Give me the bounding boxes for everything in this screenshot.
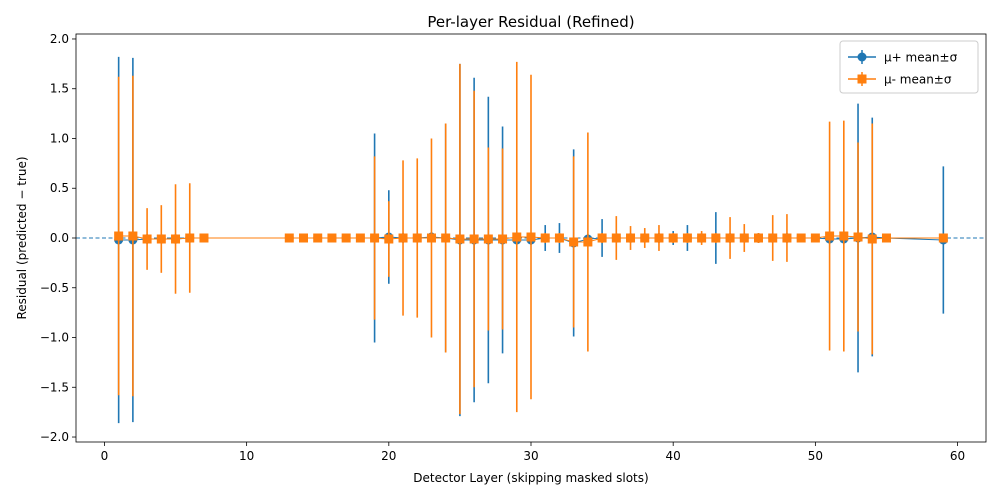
legend-marker [857,52,867,62]
data-point [796,233,806,243]
plot-frame [75,33,987,443]
data-point [697,233,707,243]
x-tick-label: 50 [808,449,823,463]
data-point [114,231,124,241]
x-tick-label: 40 [666,449,681,463]
data-point [341,233,351,243]
data-point [469,234,479,244]
data-point [370,233,380,243]
legend-label: μ- mean±σ [884,73,952,87]
data-point [284,233,294,243]
legend-frame [839,40,979,94]
data-point [156,234,166,244]
data-point [142,234,152,244]
data-point [583,237,593,247]
data-point [611,233,621,243]
y-tick-label: −1.5 [40,380,69,394]
data-point [597,233,607,243]
data-point [512,232,522,242]
series-2 [114,61,948,415]
data-point [199,233,209,243]
y-tick-label: −0.5 [40,281,69,295]
data-point [725,233,735,243]
data-point [299,233,308,243]
y-tick-label: 2.0 [50,32,69,46]
data-point [128,231,138,241]
data-point [626,233,636,243]
x-axis-label: Detector Layer (skipping masked slots) [413,471,648,485]
data-point [640,233,650,243]
legend-label: μ+ mean±σ [884,51,958,65]
y-tick-label: −2.0 [40,430,69,444]
data-point [654,233,664,243]
data-point [398,233,408,243]
x-tick-label: 60 [950,449,965,463]
data-point [867,234,877,244]
legend-marker [857,74,867,84]
data-point [412,233,422,243]
data-point [355,233,365,243]
data-point [455,234,465,244]
x-tick-label: 30 [523,449,538,463]
data-point [171,234,181,244]
data-point [881,233,891,243]
data-point [768,233,778,243]
data-point [739,233,749,243]
x-tick-label: 0 [101,449,109,463]
y-tick-label: 1.0 [50,131,69,145]
data-point [554,233,564,243]
data-point [426,233,436,243]
data-point [825,231,835,241]
data-point [441,233,451,243]
data-point [853,232,863,242]
data-point [327,233,337,243]
y-tick-label: 1.5 [50,82,69,96]
data-point [313,233,323,243]
x-tick-label: 20 [381,449,396,463]
data-point [384,234,394,244]
data-point [540,233,550,243]
data-point [483,234,493,244]
data-point [810,233,820,243]
y-tick-label: 0.0 [50,231,69,245]
data-point [839,231,849,241]
data-point [668,233,678,243]
y-tick-label: 0.5 [50,181,69,195]
data-point [711,233,721,243]
legend: μ+ mean±σ μ- mean±σ [839,40,979,94]
x-tick-label: 10 [239,449,254,463]
plot-area: 0 10 20 30 40 50 60 −2.0 −1.5 −1.0 −0.5 0.0 0.5 1.0 1.… [40,32,987,463]
data-point [569,237,579,247]
data-point [526,232,536,242]
y-tick-label: −1.0 [40,331,69,345]
y-axis-label: Residual (predicted − true) [15,156,29,319]
data-point [682,233,692,243]
data-point [782,233,792,243]
chart-title: Per-layer Residual (Refined) [427,13,634,31]
data-point [754,233,763,243]
data-point [938,233,948,243]
data-point [185,233,195,243]
data-point [498,234,508,244]
